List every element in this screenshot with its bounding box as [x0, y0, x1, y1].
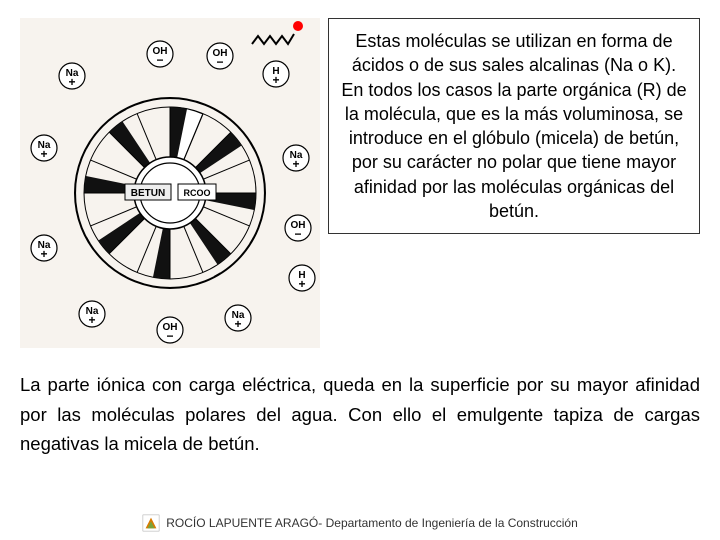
svg-text:−: −: [156, 53, 163, 67]
svg-text:−: −: [216, 55, 223, 69]
svg-text:−: −: [67, 189, 83, 197]
body-paragraph: La parte iónica con carga eléctrica, que…: [20, 370, 700, 459]
footer-text: ROCÍO LAPUENTE ARAGÓ- Departamento de In…: [166, 516, 578, 530]
box-paragraph-1: Estas moléculas se utilizan en forma de …: [337, 29, 691, 78]
svg-text:RCOO: RCOO: [184, 188, 211, 198]
body-paragraph-1: La parte iónica con carga eléctrica, que…: [20, 370, 700, 459]
svg-text:+: +: [292, 157, 299, 171]
bitumen-micelle-diagram: Na + OH − OH − H + Na +: [20, 18, 320, 348]
footer: ROCÍO LAPUENTE ARAGÓ- Departamento de In…: [0, 514, 720, 532]
svg-text:−: −: [166, 90, 174, 106]
micelle-svg: Na + OH − OH − H + Na +: [20, 18, 320, 348]
svg-text:+: +: [272, 73, 279, 87]
svg-text:+: +: [88, 313, 95, 327]
svg-text:−: −: [294, 227, 301, 241]
svg-text:BETUN: BETUN: [131, 188, 165, 199]
svg-text:+: +: [298, 277, 305, 291]
svg-text:+: +: [40, 247, 47, 261]
svg-text:+: +: [40, 147, 47, 161]
svg-text:+: +: [234, 317, 241, 331]
description-box: Estas moléculas se utilizan en forma de …: [328, 18, 700, 234]
box-paragraph-2: En todos los casos la parte orgánica (R)…: [337, 78, 691, 224]
svg-text:+: +: [68, 75, 75, 89]
svg-text:−: −: [257, 189, 273, 197]
molecule-squiggle-icon: [248, 8, 308, 48]
svg-text:−: −: [166, 329, 173, 343]
svg-text:−: −: [166, 280, 174, 296]
footer-logo-icon: [142, 514, 160, 532]
